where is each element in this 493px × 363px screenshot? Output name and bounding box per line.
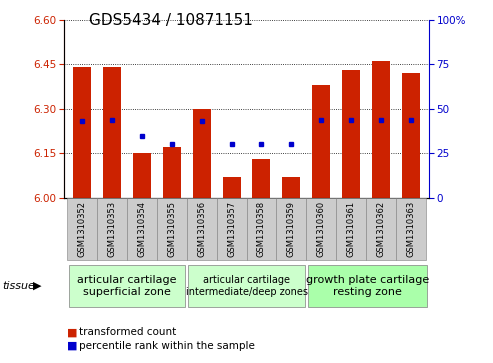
Bar: [73, 68, 91, 198]
Text: GSM1310352: GSM1310352: [77, 201, 87, 257]
Text: percentile rank within the sample: percentile rank within the sample: [79, 340, 255, 351]
Text: ■: ■: [67, 340, 77, 351]
Text: growth plate cartilage
resting zone: growth plate cartilage resting zone: [306, 275, 429, 297]
Bar: [372, 61, 390, 198]
Bar: [312, 85, 330, 198]
Text: GSM1310357: GSM1310357: [227, 201, 236, 257]
Bar: [342, 70, 360, 198]
Text: GSM1310360: GSM1310360: [317, 201, 326, 257]
Text: GSM1310354: GSM1310354: [138, 201, 146, 257]
Text: tissue: tissue: [2, 281, 35, 291]
Text: GDS5434 / 10871151: GDS5434 / 10871151: [89, 13, 252, 28]
Text: GSM1310362: GSM1310362: [377, 201, 386, 257]
Text: GSM1310355: GSM1310355: [167, 201, 176, 257]
Text: articular cartilage
superficial zone: articular cartilage superficial zone: [77, 275, 176, 297]
Text: GSM1310361: GSM1310361: [347, 201, 355, 257]
Text: GSM1310356: GSM1310356: [197, 201, 206, 257]
Text: ■: ■: [67, 327, 77, 337]
Bar: [402, 73, 420, 198]
Text: transformed count: transformed count: [79, 327, 176, 337]
Bar: [252, 159, 271, 198]
Bar: [103, 68, 121, 198]
Bar: [282, 177, 300, 198]
Text: GSM1310359: GSM1310359: [287, 201, 296, 257]
Text: articular cartilage
intermediate/deep zones: articular cartilage intermediate/deep zo…: [185, 275, 308, 297]
Text: GSM1310353: GSM1310353: [107, 201, 116, 257]
Bar: [133, 153, 151, 198]
Text: GSM1310363: GSM1310363: [406, 201, 416, 257]
Bar: [163, 147, 181, 198]
Bar: [222, 177, 241, 198]
Text: GSM1310358: GSM1310358: [257, 201, 266, 257]
Text: ▶: ▶: [33, 281, 41, 291]
Bar: [193, 109, 211, 198]
